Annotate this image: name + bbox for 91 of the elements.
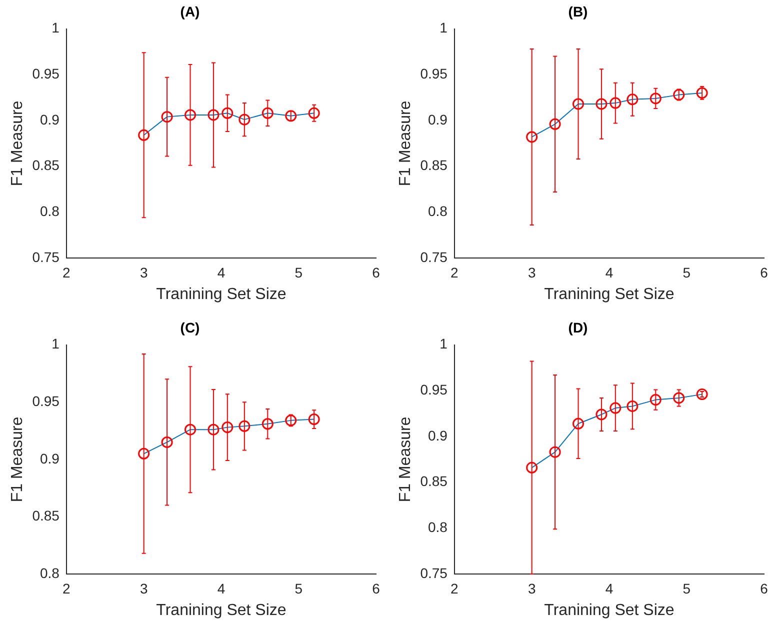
chart-title: (C): [180, 319, 200, 336]
y-tick-label: 0.8: [40, 564, 60, 581]
x-tick-label: 6: [760, 264, 768, 280]
y-tick-label: 0.9: [428, 427, 448, 444]
x-axis-title: Tranining Set Size: [544, 602, 674, 619]
point: [208, 424, 220, 436]
y-tick-label: 0.95: [32, 392, 60, 409]
x-tick-label: 4: [217, 580, 226, 596]
x-tick-label: 2: [62, 264, 71, 280]
chart-title: (D): [568, 319, 588, 336]
x-tick-label: 4: [605, 580, 614, 596]
chart-title: (B): [568, 3, 588, 20]
y-tick-label: 0.85: [32, 157, 60, 174]
point: [184, 424, 196, 436]
y-tick-label: 0.8: [428, 203, 448, 220]
point: [572, 418, 584, 430]
point: [549, 446, 561, 458]
point: [572, 98, 584, 110]
y-tick-label: 0.95: [420, 382, 448, 398]
point: [526, 462, 538, 474]
y-tick-label: 0.9: [40, 450, 60, 466]
y-axis-title: F1 Measure: [9, 100, 26, 186]
point: [549, 118, 561, 130]
x-axis-title: Tranining Set Size: [544, 286, 674, 303]
point: [596, 98, 608, 110]
x-axis-title: Tranining Set Size: [156, 286, 286, 303]
point: [285, 110, 297, 122]
point: [238, 114, 250, 126]
point: [138, 448, 150, 460]
point: [626, 94, 638, 106]
x-tick-label: 5: [682, 580, 691, 596]
y-tick-label: 1: [440, 20, 448, 36]
x-tick-label: 3: [140, 580, 148, 596]
point: [161, 111, 173, 123]
point: [222, 107, 234, 119]
point: [184, 109, 196, 121]
y-tick-label: 0.75: [420, 248, 448, 265]
x-tick-label: 2: [450, 580, 459, 596]
x-tick-label: 3: [528, 580, 536, 596]
point: [610, 97, 622, 109]
point: [262, 418, 274, 430]
x-axis-title: Tranining Set Size: [156, 602, 286, 619]
x-tick-label: 6: [372, 580, 380, 596]
x-tick-label: 2: [450, 264, 459, 280]
y-tick-label: 0.95: [420, 66, 448, 82]
y-tick-label: 0.9: [428, 111, 448, 128]
point: [696, 87, 708, 99]
y-tick-label: 0.8: [428, 519, 448, 536]
point: [222, 422, 234, 434]
y-tick-label: 0.85: [420, 473, 448, 490]
point: [673, 392, 685, 404]
x-tick-label: 4: [605, 264, 614, 280]
x-tick-label: 5: [682, 264, 691, 280]
y-tick-label: 0.85: [32, 508, 60, 524]
point: [308, 414, 320, 426]
point: [285, 414, 297, 426]
point: [526, 131, 538, 143]
y-tick-label: 0.8: [40, 203, 60, 220]
point: [262, 107, 274, 119]
x-tick-label: 5: [294, 580, 303, 596]
y-tick-label: 1: [52, 336, 60, 352]
y-tick-label: 0.75: [420, 564, 448, 581]
point: [238, 420, 250, 432]
point: [626, 400, 638, 412]
y-tick-label: 1: [52, 20, 60, 36]
y-axis-title: F1 Measure: [9, 416, 26, 502]
point: [673, 89, 685, 101]
y-axis-title: F1 Measure: [397, 416, 414, 502]
y-tick-label: 0.75: [32, 248, 60, 265]
x-tick-label: 4: [217, 264, 226, 280]
x-tick-label: 5: [294, 264, 303, 280]
x-tick-label: 3: [140, 264, 148, 280]
y-tick-label: 0.9: [40, 111, 60, 128]
point: [696, 388, 708, 400]
point: [650, 394, 662, 406]
point: [161, 436, 173, 448]
chart-title: (A): [180, 3, 200, 20]
x-tick-label: 6: [372, 264, 380, 280]
x-tick-label: 6: [760, 580, 768, 596]
point: [650, 92, 662, 104]
point: [138, 129, 150, 141]
x-tick-label: 3: [528, 264, 536, 280]
y-tick-label: 0.85: [420, 157, 448, 174]
point: [208, 109, 220, 121]
y-tick-label: 1: [440, 336, 448, 352]
y-axis-title: F1 Measure: [397, 100, 414, 186]
x-tick-label: 2: [62, 580, 71, 596]
point: [610, 402, 622, 414]
point: [596, 408, 608, 420]
y-tick-label: 0.95: [32, 66, 60, 82]
point: [308, 107, 320, 119]
